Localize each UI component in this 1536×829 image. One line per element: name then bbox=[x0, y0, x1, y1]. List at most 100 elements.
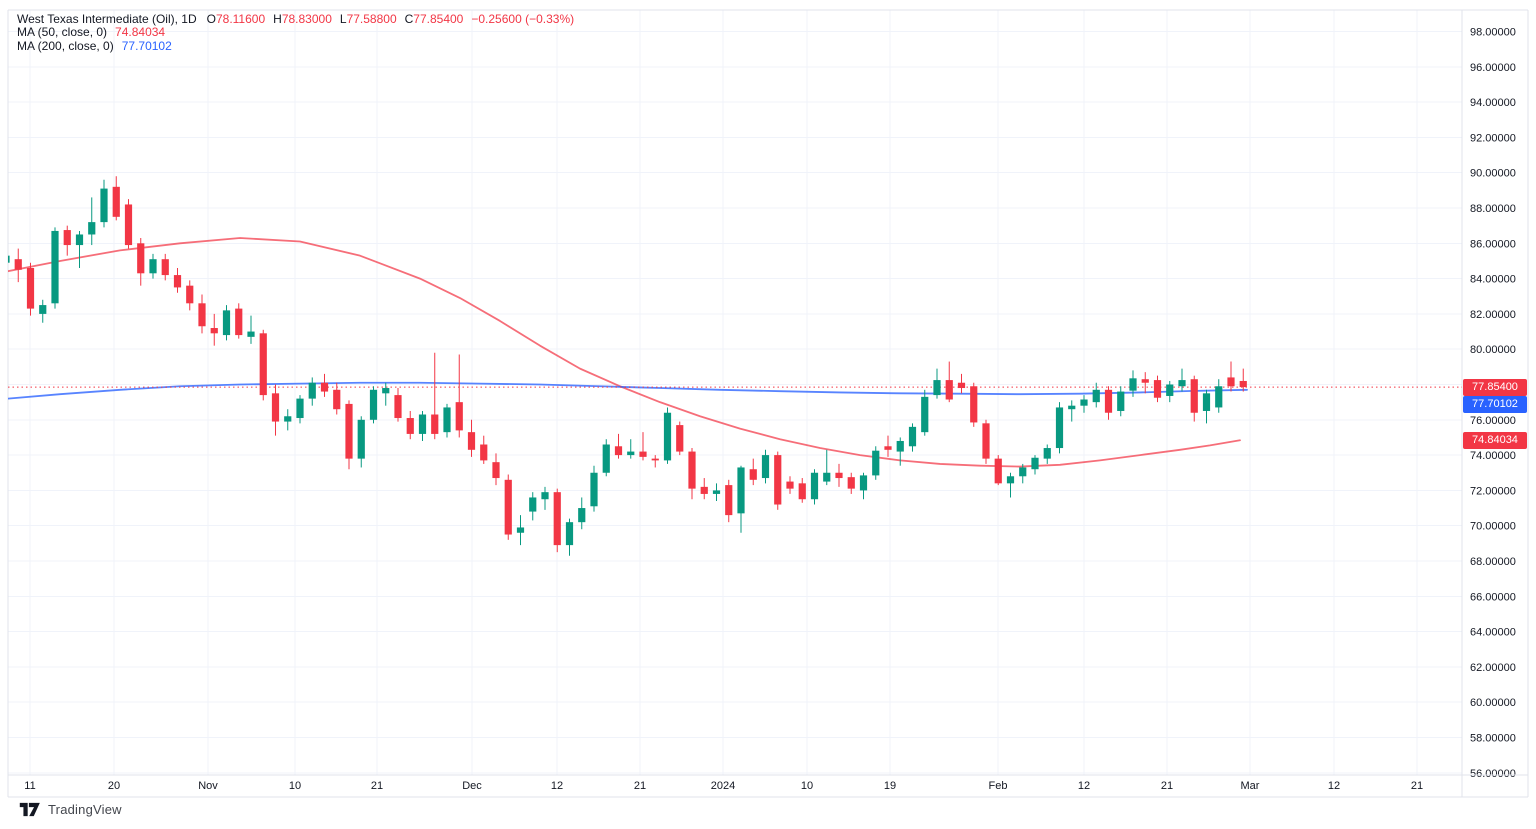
candle-up bbox=[296, 395, 304, 424]
candle-down bbox=[1190, 375, 1198, 422]
candle-down bbox=[259, 329, 267, 401]
time-axis-label: Dec bbox=[462, 780, 482, 792]
legend-ma50-row[interactable]: MA (50, close, 0) 74.84034 bbox=[17, 26, 574, 39]
time-axis-label: Nov bbox=[198, 780, 218, 792]
candle-down bbox=[553, 488, 561, 553]
candle-down bbox=[492, 453, 500, 486]
candle-up bbox=[1043, 444, 1051, 464]
ma200-price-badge: 77.70102 bbox=[1463, 396, 1527, 413]
candle-up bbox=[823, 449, 831, 486]
candle-down bbox=[884, 435, 892, 457]
candle-up bbox=[1080, 395, 1088, 413]
candle-down bbox=[700, 478, 708, 500]
time-axis-label: 12 bbox=[1078, 780, 1090, 792]
candle-up bbox=[308, 377, 316, 406]
ma50-price-badge: 74.84034 bbox=[1463, 432, 1527, 449]
open-label: O bbox=[206, 12, 216, 26]
time-axis-label: 10 bbox=[289, 780, 301, 792]
candle-up bbox=[284, 409, 292, 431]
price-axis-label: 90.00000 bbox=[1470, 168, 1516, 180]
candle-up bbox=[1178, 368, 1186, 392]
plot-area bbox=[8, 176, 1462, 556]
candle-up bbox=[1031, 455, 1039, 475]
price-axis-label: 96.00000 bbox=[1470, 62, 1516, 74]
candle-down bbox=[1153, 375, 1162, 403]
price-axis-label: 68.00000 bbox=[1470, 556, 1516, 568]
candle-up bbox=[908, 423, 917, 452]
candle-up bbox=[1117, 386, 1125, 417]
price-axis-label: 72.00000 bbox=[1470, 485, 1516, 497]
candle-down bbox=[161, 253, 169, 281]
candle-down bbox=[14, 248, 22, 283]
high-value: 78.83000 bbox=[281, 12, 332, 26]
candle-up bbox=[100, 179, 108, 228]
candle-down bbox=[235, 303, 243, 339]
ma50-value: 74.84034 bbox=[115, 25, 166, 40]
change-value: −0.25600 (−0.33%) bbox=[471, 12, 575, 26]
candle-down bbox=[137, 238, 145, 286]
candle-up bbox=[602, 439, 610, 477]
candle-up bbox=[88, 197, 96, 246]
candle-up bbox=[247, 315, 255, 344]
candle-down bbox=[970, 382, 978, 427]
time-axis-label: 12 bbox=[1328, 780, 1340, 792]
candle-down bbox=[186, 280, 194, 311]
candle-up bbox=[627, 439, 635, 459]
candle-up bbox=[51, 227, 59, 309]
time-axis-label: Feb bbox=[989, 780, 1008, 792]
candle-up bbox=[382, 382, 390, 406]
candle-up bbox=[1215, 379, 1223, 413]
candle-down bbox=[614, 433, 623, 459]
candle-up bbox=[590, 465, 598, 512]
candle-down bbox=[320, 373, 329, 397]
candle-up bbox=[565, 518, 574, 556]
candle-down bbox=[786, 476, 794, 494]
time-axis-label: 21 bbox=[1161, 780, 1173, 792]
candle-up bbox=[516, 515, 525, 546]
price-axis-label: 76.00000 bbox=[1470, 415, 1516, 427]
tradingview-logo-icon bbox=[19, 802, 40, 817]
candle-down bbox=[1227, 361, 1235, 392]
candle-up bbox=[222, 305, 231, 341]
price-axis-label: 86.00000 bbox=[1470, 238, 1516, 250]
close-label: C bbox=[404, 12, 414, 26]
time-axis-label: 21 bbox=[634, 780, 646, 792]
price-axis-label: 98.00000 bbox=[1470, 27, 1516, 39]
candle-down bbox=[198, 294, 206, 334]
candle-down bbox=[124, 199, 133, 249]
candle-down bbox=[1104, 386, 1113, 420]
legend-ma200-row[interactable]: MA (200, close, 0) 77.70102 bbox=[17, 39, 574, 53]
price-axis-label: 66.00000 bbox=[1470, 591, 1516, 603]
time-axis-label: 19 bbox=[884, 780, 896, 792]
tradingview-watermark[interactable]: TradingView bbox=[18, 801, 122, 818]
time-axis-label: 20 bbox=[108, 780, 120, 792]
candle-up bbox=[8, 255, 10, 263]
price-axis-label: 84.00000 bbox=[1470, 274, 1516, 286]
candle-down bbox=[210, 313, 218, 346]
candle-down bbox=[1141, 372, 1149, 394]
candle-down bbox=[676, 421, 684, 456]
time-axis-label: 2024 bbox=[711, 780, 735, 792]
candle-up bbox=[737, 465, 745, 533]
candle-down bbox=[982, 419, 990, 464]
candle-down bbox=[394, 388, 402, 422]
candle-up bbox=[369, 386, 378, 424]
candle-up bbox=[1129, 370, 1137, 397]
candle-up bbox=[872, 446, 880, 480]
legend-symbol-row[interactable]: West Texas Intermediate (Oil), 1D O78.116… bbox=[17, 12, 575, 26]
price-axis-label: 58.00000 bbox=[1470, 733, 1516, 745]
high-label: H bbox=[273, 12, 282, 26]
candle-down bbox=[1239, 368, 1247, 392]
time-axis-label: 11 bbox=[24, 780, 35, 792]
candle-down bbox=[798, 478, 806, 503]
candle-up bbox=[663, 407, 672, 464]
candle-down bbox=[835, 463, 843, 487]
close-value: 77.85400 bbox=[413, 12, 464, 26]
ma200-line bbox=[8, 381, 1248, 400]
candle-up bbox=[541, 486, 549, 510]
candle-up bbox=[1055, 402, 1064, 454]
low-label: L bbox=[339, 12, 347, 26]
candle-down bbox=[63, 225, 71, 256]
time-axis-label: 10 bbox=[801, 780, 813, 792]
